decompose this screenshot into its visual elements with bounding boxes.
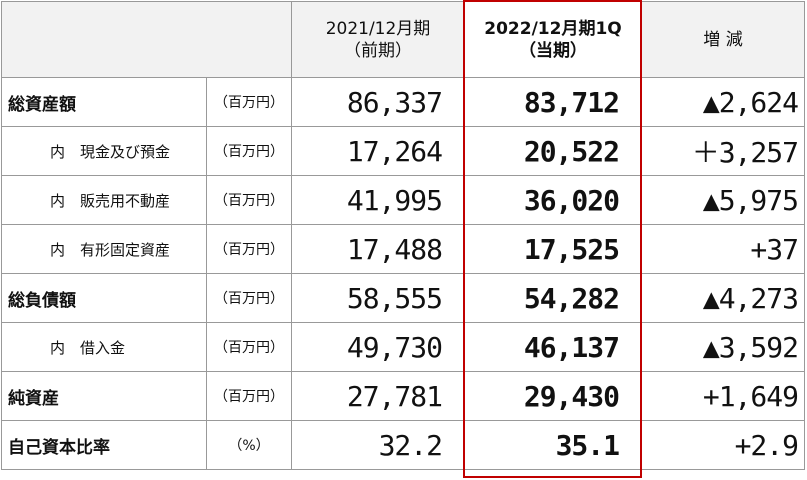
table-row: 総資産額 （百万円） 86,337 83,712 ▲2,624 (1, 77, 805, 127)
prev-value: 17,488 (291, 224, 465, 274)
prev-value: 17,264 (291, 126, 465, 176)
current-value: 17,525 (464, 224, 642, 274)
change-value: ＋3,257 (641, 126, 805, 176)
current-value: 36,020 (464, 175, 642, 225)
change-value: ▲3,592 (641, 322, 805, 372)
row-label: 純資産 (1, 371, 207, 421)
header-cell: 2022/12月期1Q （当期） (464, 1, 642, 78)
summary-table: 2021/12月期 （前期） 2022/12月期1Q （当期）増 減 総資産額 （百万円… (1, 1, 805, 470)
change-value: ▲4,273 (641, 273, 805, 323)
change-value: +37 (641, 224, 805, 274)
prev-value: 58,555 (291, 273, 465, 323)
header-cell: 増 減 (641, 1, 805, 78)
row-label: 自己資本比率 (1, 420, 207, 470)
change-value: ▲2,624 (641, 77, 805, 127)
prev-value: 32.2 (291, 420, 465, 470)
table-row: 内 現金及び預金 （百万円） 17,264 20,522 ＋3,257 (1, 126, 805, 176)
row-label: 総資産額 (1, 77, 207, 127)
table-header: 2021/12月期 （前期） 2022/12月期1Q （当期）増 減 (1, 1, 805, 78)
current-value: 46,137 (464, 322, 642, 372)
prev-value: 41,995 (291, 175, 465, 225)
row-label: 総負債額 (1, 273, 207, 323)
table-row: 内 販売用不動産 （百万円） 41,995 36,020 ▲5,975 (1, 175, 805, 225)
header-line: （当期） (519, 40, 587, 61)
change-value: +2.9 (641, 420, 805, 470)
header-cell: 2021/12月期 （前期） (291, 1, 465, 78)
table-row: 内 借入金 （百万円） 49,730 46,137 ▲3,592 (1, 322, 805, 372)
row-unit: （百万円） (206, 224, 292, 274)
row-label: 内 有形固定資産 (1, 224, 207, 274)
current-value: 83,712 (464, 77, 642, 127)
row-unit: （百万円） (206, 371, 292, 421)
current-value: 29,430 (464, 371, 642, 421)
row-unit: （%） (206, 420, 292, 470)
prev-value: 27,781 (291, 371, 465, 421)
change-value: +1,649 (641, 371, 805, 421)
prev-value: 49,730 (291, 322, 465, 372)
current-value: 20,522 (464, 126, 642, 176)
row-unit: （百万円） (206, 322, 292, 372)
row-unit: （百万円） (206, 77, 292, 127)
header-line: 増 減 (703, 29, 743, 50)
row-unit: （百万円） (206, 273, 292, 323)
table-row: 自己資本比率 （%） 32.2 35.1 +2.9 (1, 420, 805, 470)
row-unit: （百万円） (206, 126, 292, 176)
table-row: 純資産 （百万円） 27,781 29,430 +1,649 (1, 371, 805, 421)
row-label: 内 現金及び預金 (1, 126, 207, 176)
change-value: ▲5,975 (641, 175, 805, 225)
table-body: 総資産額 （百万円） 86,337 83,712 ▲2,624 内 現金及び預金 （百万円）… (1, 77, 805, 470)
header-line: 2022/12月期1Q (484, 18, 622, 39)
table-row: 内 有形固定資産 （百万円） 17,488 17,525 +37 (1, 224, 805, 274)
header-row: 2021/12月期 （前期） 2022/12月期1Q （当期）増 減 (1, 1, 805, 78)
prev-value: 86,337 (291, 77, 465, 127)
row-label: 内 借入金 (1, 322, 207, 372)
row-unit: （百万円） (206, 175, 292, 225)
table-row: 総負債額 （百万円） 58,555 54,282 ▲4,273 (1, 273, 805, 323)
current-value: 54,282 (464, 273, 642, 323)
row-label: 内 販売用不動産 (1, 175, 207, 225)
header-line: （前期） (344, 40, 412, 61)
header-line: 2021/12月期 (325, 18, 431, 39)
header-blank (1, 1, 292, 78)
current-value: 35.1 (464, 420, 642, 470)
